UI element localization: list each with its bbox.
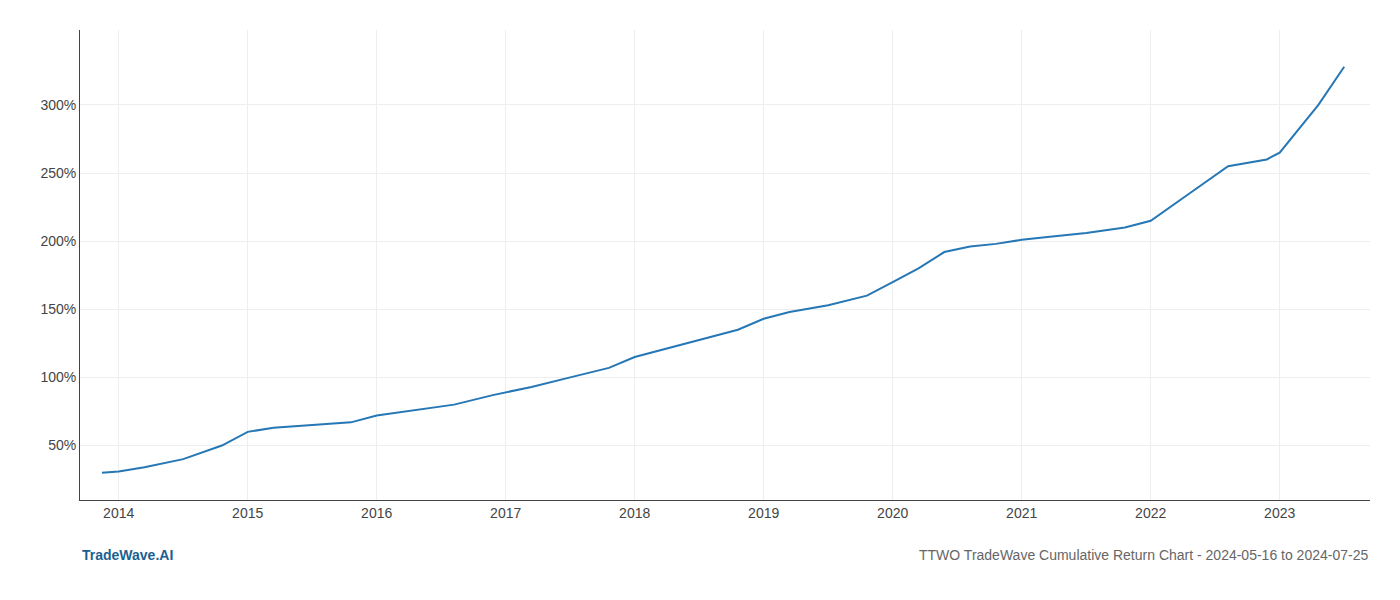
svg-text:2020: 2020 xyxy=(877,505,908,521)
svg-text:200%: 200% xyxy=(40,233,76,249)
svg-text:50%: 50% xyxy=(48,437,76,453)
svg-text:100%: 100% xyxy=(40,369,76,385)
svg-text:2022: 2022 xyxy=(1135,505,1166,521)
svg-text:250%: 250% xyxy=(40,165,76,181)
svg-text:2023: 2023 xyxy=(1264,505,1295,521)
svg-text:2015: 2015 xyxy=(232,505,263,521)
svg-text:2019: 2019 xyxy=(748,505,779,521)
svg-text:150%: 150% xyxy=(40,301,76,317)
svg-text:2016: 2016 xyxy=(361,505,392,521)
svg-text:2021: 2021 xyxy=(1006,505,1037,521)
svg-text:2017: 2017 xyxy=(490,505,521,521)
svg-text:300%: 300% xyxy=(40,97,76,113)
svg-text:TTWO TradeWave Cumulative Retu: TTWO TradeWave Cumulative Return Chart -… xyxy=(919,547,1368,563)
svg-text:2018: 2018 xyxy=(619,505,650,521)
svg-text:TradeWave.AI: TradeWave.AI xyxy=(82,547,173,563)
svg-text:2014: 2014 xyxy=(103,505,134,521)
